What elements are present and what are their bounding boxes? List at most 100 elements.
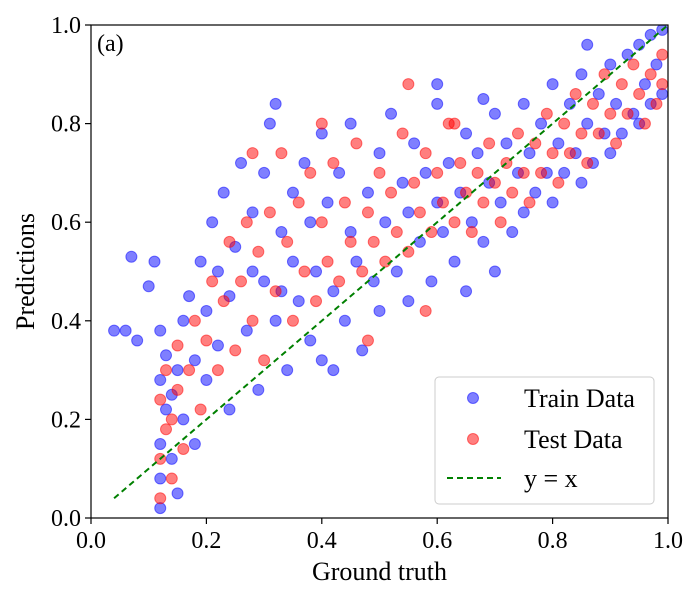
data-point [292, 196, 305, 209]
data-point [188, 438, 201, 451]
data-point [269, 97, 282, 110]
data-point [575, 176, 588, 189]
data-point [385, 186, 398, 199]
data-point [327, 157, 340, 170]
data-point [552, 176, 565, 189]
data-point [160, 349, 173, 362]
data-point [523, 147, 536, 160]
data-point [350, 255, 363, 268]
data-point [546, 147, 559, 160]
data-point [592, 127, 605, 140]
x-tick-label: 0.6 [422, 528, 452, 554]
data-point [298, 157, 311, 170]
data-point [154, 438, 167, 451]
legend-label-train: Train Data [524, 384, 635, 413]
data-point [286, 314, 299, 327]
data-point [656, 88, 668, 101]
data-point [650, 58, 663, 71]
data-point [338, 314, 351, 327]
data-point [373, 304, 386, 317]
data-point [477, 235, 490, 248]
data-point [258, 354, 271, 367]
data-point [217, 295, 230, 308]
data-point [367, 235, 380, 248]
data-point [200, 373, 213, 386]
data-point [471, 147, 484, 160]
data-point [160, 364, 173, 377]
data-point [171, 487, 184, 500]
data-point [517, 206, 530, 219]
data-point [581, 117, 594, 130]
data-point [517, 97, 530, 110]
data-point [206, 216, 219, 229]
data-point [223, 403, 236, 416]
data-point [448, 117, 461, 130]
data-point [356, 265, 369, 278]
data-point [263, 117, 276, 130]
x-tick-label: 0.2 [191, 528, 221, 554]
data-point [460, 127, 473, 140]
data-point [327, 364, 340, 377]
data-point [240, 216, 253, 229]
data-point [621, 107, 634, 120]
data-point [154, 492, 167, 505]
data-point [344, 235, 357, 248]
y-axis-label: Predictions [11, 213, 40, 330]
data-point [575, 127, 588, 140]
data-point [431, 97, 444, 110]
data-point [610, 137, 623, 150]
data-point [431, 78, 444, 91]
data-point [402, 245, 415, 258]
data-point [154, 373, 167, 386]
data-point [558, 117, 571, 130]
data-point [223, 235, 236, 248]
data-point [615, 78, 628, 91]
x-tick-label: 0.8 [538, 528, 568, 554]
y-tick-label: 0.8 [51, 112, 81, 138]
legend-marker-test [467, 433, 479, 445]
data-point [413, 206, 426, 219]
data-point [390, 226, 403, 239]
data-point [621, 48, 634, 61]
data-point [292, 295, 305, 308]
data-point [154, 502, 167, 515]
data-point [246, 314, 259, 327]
data-point [108, 324, 121, 337]
y-tick-label: 0.4 [51, 309, 81, 335]
data-point [396, 176, 409, 189]
data-point [350, 137, 363, 150]
data-point [546, 78, 559, 91]
data-point [171, 364, 184, 377]
data-point [119, 324, 132, 337]
data-point [211, 339, 224, 352]
y-axis-ticks: 0.0 0.2 0.4 0.6 0.8 1.0 [51, 13, 91, 532]
legend-marker-train [467, 392, 479, 404]
data-point [286, 255, 299, 268]
data-point [131, 334, 144, 347]
y-tick-label: 0.6 [51, 210, 81, 236]
data-point [252, 245, 265, 258]
data-point [281, 235, 294, 248]
data-point [379, 255, 392, 268]
data-point [517, 166, 530, 179]
data-point [465, 216, 478, 229]
data-point [188, 314, 201, 327]
data-point [171, 383, 184, 396]
data-point [408, 176, 421, 189]
data-point [321, 196, 334, 209]
data-point [154, 393, 167, 406]
data-point [546, 196, 559, 209]
data-point [165, 472, 178, 485]
points-layer [108, 25, 668, 515]
data-point [488, 265, 501, 278]
data-point [177, 314, 190, 327]
data-point [194, 403, 207, 416]
data-point [656, 78, 668, 91]
legend-label-refline: y = x [524, 464, 578, 493]
data-point [286, 186, 299, 199]
data-point [494, 216, 507, 229]
legend: Train Data Test Data y = x [434, 376, 655, 505]
data-point [535, 166, 548, 179]
data-point [304, 166, 317, 179]
data-point [488, 107, 501, 120]
